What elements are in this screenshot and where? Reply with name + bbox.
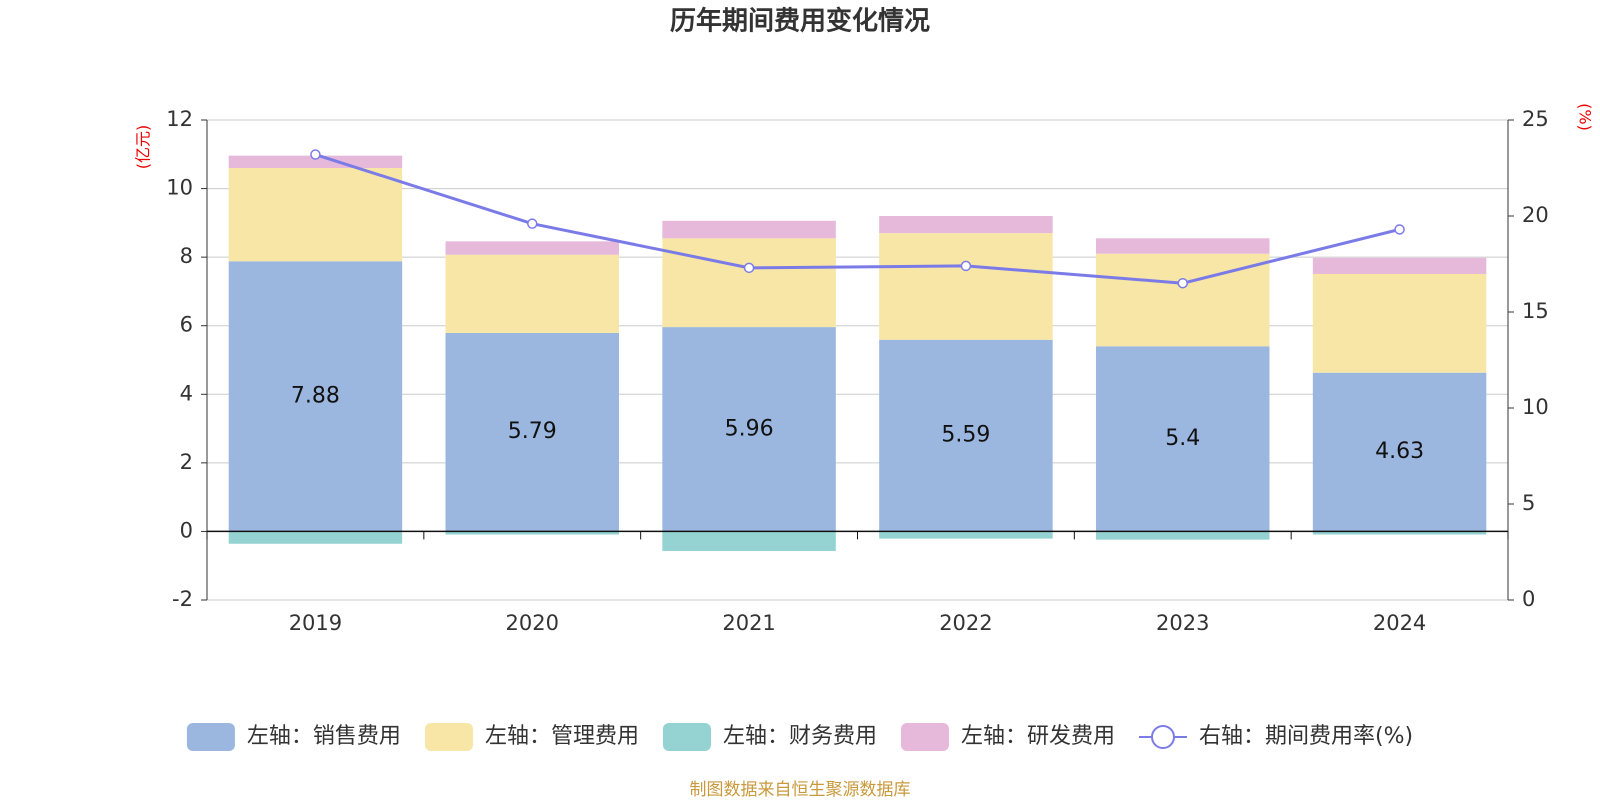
legend-label: 左轴：研发费用: [961, 724, 1115, 749]
legend-item: 右轴：期间费用率(%): [1138, 724, 1413, 749]
bar: [879, 216, 1053, 234]
x-tick-label: 2023: [1156, 611, 1209, 635]
legend-swatch: [424, 723, 473, 751]
legend-label: 右轴：期间费用率(%): [1199, 724, 1413, 749]
y-tick-label: 8: [180, 244, 193, 268]
y2-tick-label: 10: [1522, 395, 1549, 419]
legend-label: 左轴：管理费用: [485, 724, 639, 749]
legend-label: 左轴：财务费用: [723, 724, 877, 749]
bar: [879, 339, 1053, 532]
bar: [228, 155, 403, 168]
legend-swatch: [662, 723, 711, 751]
data-label: 5.59: [941, 423, 990, 448]
y-tick-label: 12: [166, 107, 193, 131]
legend-swatch: [1150, 725, 1175, 749]
data-label: 5.96: [725, 416, 774, 441]
bar: [879, 531, 1053, 539]
x-tick-label: 2022: [939, 611, 992, 635]
line-point: [1177, 277, 1188, 289]
line-point: [1394, 224, 1405, 235]
data-label: 5.79: [508, 419, 557, 444]
line-point: [310, 149, 321, 160]
x-tick-label: 2024: [1373, 611, 1426, 635]
y2-tick-label: 5: [1522, 491, 1535, 515]
bar: [228, 261, 403, 532]
bar: [445, 531, 619, 535]
y2-tick-label: 0: [1522, 587, 1535, 611]
bar: [662, 220, 836, 239]
y2-tick-label: 15: [1522, 299, 1549, 323]
bar: [1312, 273, 1487, 373]
source-note: 制图数据来自恒生聚源数据库: [690, 780, 911, 800]
bar: [228, 531, 403, 544]
legend-item: 左轴：财务费用: [662, 723, 877, 751]
y2-axis-label: (%): [1576, 103, 1595, 131]
legend-item: 左轴：管理费用: [424, 723, 639, 751]
legend-item: 左轴：研发费用: [900, 723, 1115, 751]
legend: 左轴：销售费用 左轴：管理费用 左轴：财务费用 左轴：研发费用 右轴：期间费用率(%): [186, 723, 1413, 751]
bar: [879, 233, 1053, 340]
bar: [445, 332, 619, 532]
bar: [1312, 257, 1487, 274]
data-label: 5.4: [1165, 426, 1200, 451]
y2-tick-label: 25: [1522, 107, 1549, 131]
bar: [228, 168, 403, 262]
data-label: 7.88: [291, 383, 340, 408]
x-tick-label: 2019: [289, 611, 342, 635]
y-tick-label: 10: [166, 176, 193, 200]
y-axis-label: (亿元): [134, 125, 153, 170]
bar: [662, 327, 836, 532]
legend-item: 左轴：销售费用: [186, 723, 401, 751]
x-tick-label: 2021: [722, 611, 775, 635]
y-tick-label: -2: [172, 587, 193, 611]
data-label: 4.63: [1375, 439, 1424, 464]
x-tick-label: 2020: [506, 611, 559, 635]
bar: [445, 241, 619, 255]
line-point: [960, 260, 972, 272]
bar: [1312, 372, 1487, 532]
bar: [1096, 238, 1270, 254]
legend-swatch: [900, 723, 949, 751]
bar: [1312, 531, 1487, 535]
legend-swatch: [186, 723, 235, 751]
y-tick-label: 6: [180, 313, 193, 337]
chart-title: 历年期间费用变化情况: [670, 6, 930, 37]
y-tick-label: 0: [180, 518, 193, 542]
y-tick-label: 4: [180, 381, 193, 405]
y2-tick-label: 20: [1522, 203, 1549, 227]
line-point: [743, 262, 755, 274]
bar: [1096, 531, 1270, 540]
bar: [445, 254, 619, 333]
line-point: [527, 218, 538, 229]
line: [314, 153, 1400, 285]
bar: [1096, 346, 1270, 532]
bar: [662, 238, 836, 328]
y-tick-label: 2: [180, 450, 193, 474]
bar: [662, 531, 836, 551]
legend-label: 左轴：销售费用: [247, 724, 401, 749]
